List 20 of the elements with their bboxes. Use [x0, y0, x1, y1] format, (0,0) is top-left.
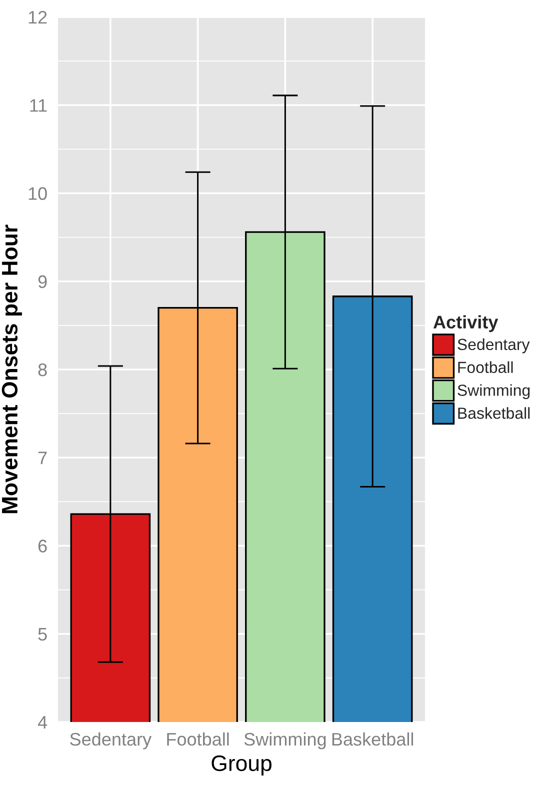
- y-tick-label: 8: [38, 363, 47, 376]
- x-tick-label: Football: [167, 732, 229, 746]
- x-tick-label: Basketball: [332, 732, 414, 746]
- y-tick-label: 7: [38, 452, 47, 464]
- x-tick-label: Sedentary: [70, 732, 152, 750]
- legend-label: Basketball: [458, 407, 530, 419]
- y-tick-label: 6: [38, 540, 47, 552]
- y-axis-title: Movement Onsets per Hour: [2, 224, 22, 514]
- y-tick-label: 11: [30, 99, 47, 112]
- y-tick-label: 10: [28, 187, 47, 200]
- x-axis-title: Group: [212, 755, 272, 776]
- x-tick-label: Swimming: [244, 732, 326, 750]
- legend-label: Swimming: [458, 384, 530, 400]
- y-tick-label: 12: [28, 10, 47, 24]
- legend-label: Football: [458, 361, 513, 374]
- legend-title: Activity: [433, 315, 498, 332]
- y-tick-label: 9: [38, 275, 47, 288]
- legend-label: Sedentary: [458, 338, 530, 354]
- y-tick-label: 5: [38, 628, 47, 641]
- y-tick-label: 4: [38, 716, 48, 729]
